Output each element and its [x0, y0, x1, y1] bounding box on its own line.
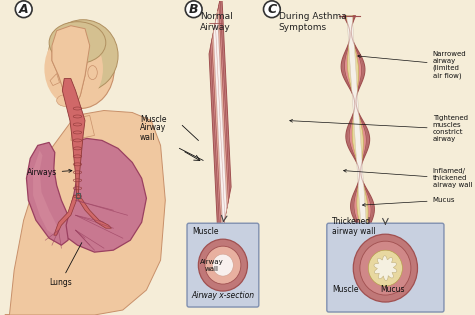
Text: Normal
Airway: Normal Airway — [200, 12, 233, 32]
Polygon shape — [27, 142, 71, 245]
Text: Lungs: Lungs — [49, 243, 82, 287]
Polygon shape — [50, 74, 59, 86]
Ellipse shape — [46, 29, 114, 108]
Polygon shape — [347, 16, 366, 225]
FancyBboxPatch shape — [187, 223, 259, 307]
Polygon shape — [212, 5, 228, 236]
Text: Thickened
airway wall: Thickened airway wall — [332, 217, 375, 236]
Circle shape — [360, 241, 411, 295]
Polygon shape — [71, 116, 95, 140]
Polygon shape — [66, 138, 146, 252]
Polygon shape — [213, 11, 227, 230]
Circle shape — [205, 246, 241, 284]
Text: Muscle: Muscle — [332, 285, 359, 294]
Ellipse shape — [88, 66, 97, 80]
Text: A: A — [19, 3, 28, 16]
Text: During Asthma
Symptoms: During Asthma Symptoms — [279, 12, 346, 32]
Text: Muscle: Muscle — [193, 227, 219, 236]
Circle shape — [212, 254, 233, 276]
Bar — [76, 193, 80, 198]
Text: Airway
wall: Airway wall — [200, 259, 223, 272]
Text: Airway
wall: Airway wall — [140, 123, 166, 142]
Text: Muscle: Muscle — [140, 116, 166, 124]
Polygon shape — [346, 16, 368, 225]
Polygon shape — [52, 26, 90, 108]
Ellipse shape — [48, 20, 118, 92]
Polygon shape — [54, 195, 78, 235]
Ellipse shape — [49, 22, 106, 64]
Polygon shape — [374, 256, 397, 281]
Polygon shape — [210, 0, 229, 242]
Text: C: C — [267, 3, 276, 16]
Text: Mucus: Mucus — [362, 197, 455, 206]
Polygon shape — [341, 16, 374, 225]
Polygon shape — [52, 26, 90, 108]
FancyBboxPatch shape — [327, 223, 444, 312]
Polygon shape — [62, 78, 85, 195]
Circle shape — [199, 239, 247, 291]
Polygon shape — [76, 195, 112, 228]
Circle shape — [369, 250, 402, 286]
Polygon shape — [5, 111, 165, 315]
Text: Airway x-section: Airway x-section — [191, 291, 255, 300]
Text: Narrowed
airway
(limited
air flow): Narrowed airway (limited air flow) — [358, 51, 466, 79]
Circle shape — [353, 234, 418, 302]
Ellipse shape — [72, 61, 79, 66]
Text: Airways: Airways — [27, 168, 72, 177]
Ellipse shape — [44, 31, 103, 106]
Polygon shape — [344, 16, 371, 225]
Text: Tightened
muscles
constrict
airway: Tightened muscles constrict airway — [290, 116, 467, 142]
Polygon shape — [33, 150, 57, 235]
Ellipse shape — [57, 94, 76, 106]
Text: Mucus: Mucus — [380, 285, 405, 294]
Text: Inflamed/
thickened
airway wall: Inflamed/ thickened airway wall — [343, 168, 472, 188]
Polygon shape — [209, 0, 231, 249]
Text: B: B — [189, 3, 199, 16]
